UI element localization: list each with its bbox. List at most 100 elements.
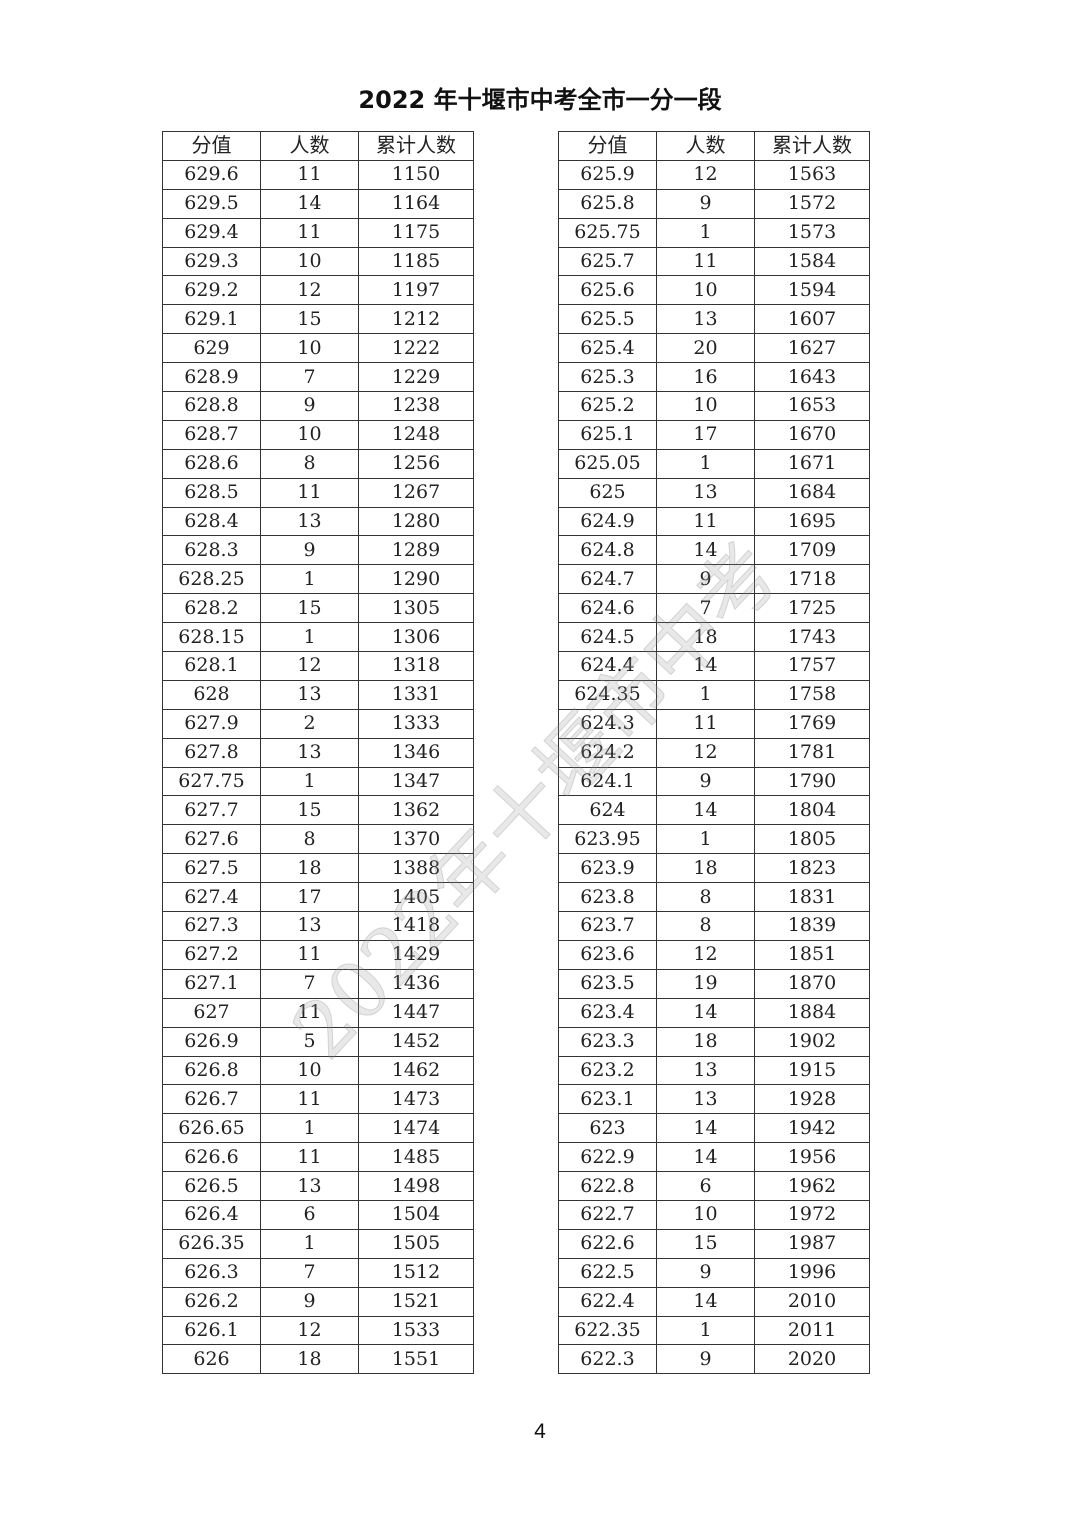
cell-score: 624.3 [558, 708, 657, 739]
cell-count: 15 [260, 795, 359, 826]
cell-cumulative: 1473 [358, 1084, 474, 1115]
table-row: 627.5 18 1388 [162, 853, 474, 884]
table-row: 623.4 14 1884 [558, 997, 870, 1028]
cell-count: 6 [260, 1199, 359, 1230]
table-row: 622.5 9 1996 [558, 1257, 870, 1288]
table-row: 626.5 13 1498 [162, 1171, 474, 1201]
cell-cumulative: 1942 [754, 1113, 870, 1144]
cell-score: 627.8 [162, 737, 261, 768]
cell-count: 1 [260, 622, 359, 653]
cell-count: 15 [260, 304, 359, 335]
cell-cumulative: 1452 [358, 1026, 474, 1057]
cell-score: 625.05 [558, 448, 657, 479]
cell-score: 626.35 [162, 1228, 261, 1259]
cell-count: 10 [260, 333, 359, 364]
table-row: 626.9 5 1452 [162, 1026, 474, 1057]
cell-score: 628.8 [162, 391, 261, 421]
cell-count: 8 [656, 882, 755, 913]
cell-count: 20 [656, 333, 755, 364]
cell-score: 625.8 [558, 188, 657, 219]
table-row: 628.5 11 1267 [162, 477, 474, 508]
cell-count: 7 [260, 362, 359, 393]
cell-cumulative: 1573 [754, 217, 870, 248]
table-row: 626.35 1 1505 [162, 1228, 474, 1259]
cell-cumulative: 1757 [754, 651, 870, 681]
cell-cumulative: 1533 [358, 1315, 474, 1346]
table-row: 623.7 8 1839 [558, 911, 870, 941]
cell-score: 622.35 [558, 1315, 657, 1346]
cell-count: 2 [260, 708, 359, 739]
table-row: 625.4 20 1627 [558, 333, 870, 364]
cell-score: 623.1 [558, 1084, 657, 1115]
cell-score: 628.15 [162, 622, 261, 653]
cell-count: 7 [260, 968, 359, 999]
table-row: 623 14 1942 [558, 1113, 870, 1144]
table-row: 626.7 11 1473 [162, 1084, 474, 1115]
cell-score: 628.4 [162, 506, 261, 537]
cell-score: 622.6 [558, 1228, 657, 1259]
cell-cumulative: 2010 [754, 1286, 870, 1317]
cell-count: 13 [260, 1171, 359, 1201]
header-score: 分值 [558, 131, 657, 161]
cell-count: 9 [656, 1344, 755, 1375]
cell-cumulative: 1289 [358, 535, 474, 566]
table-row: 625.6 10 1594 [558, 275, 870, 306]
cell-count: 11 [260, 159, 359, 190]
cell-score: 625.4 [558, 333, 657, 364]
cell-count: 7 [656, 593, 755, 624]
table-row: 627.2 11 1429 [162, 939, 474, 970]
cell-cumulative: 1643 [754, 362, 870, 393]
table-row: 622.9 14 1956 [558, 1142, 870, 1173]
table-header-row: 分值 人数 累计人数 [162, 131, 474, 161]
cell-cumulative: 1851 [754, 939, 870, 970]
cell-cumulative: 1222 [358, 333, 474, 364]
cell-cumulative: 1884 [754, 997, 870, 1028]
cell-score: 622.4 [558, 1286, 657, 1317]
cell-score: 628 [162, 679, 261, 710]
table-row: 626.65 1 1474 [162, 1113, 474, 1144]
cell-cumulative: 1804 [754, 795, 870, 826]
cell-cumulative: 1972 [754, 1199, 870, 1230]
table-row: 628.1 12 1318 [162, 651, 474, 681]
cell-cumulative: 1758 [754, 679, 870, 710]
cell-count: 6 [656, 1171, 755, 1201]
table-header-row: 分值 人数 累计人数 [558, 131, 870, 161]
cell-cumulative: 1831 [754, 882, 870, 913]
cell-score: 627 [162, 997, 261, 1028]
cell-cumulative: 1594 [754, 275, 870, 306]
cell-cumulative: 2011 [754, 1315, 870, 1346]
cell-cumulative: 1474 [358, 1113, 474, 1144]
cell-count: 11 [656, 708, 755, 739]
cell-count: 14 [656, 651, 755, 681]
table-row: 623.95 1 1805 [558, 824, 870, 855]
cell-score: 626.5 [162, 1171, 261, 1201]
table-row: 622.4 14 2010 [558, 1286, 870, 1317]
cell-score: 625.7 [558, 246, 657, 277]
cell-count: 13 [656, 1084, 755, 1115]
cell-score: 622.5 [558, 1257, 657, 1288]
table-row: 622.6 15 1987 [558, 1228, 870, 1259]
cell-score: 623.9 [558, 853, 657, 884]
cell-score: 624.4 [558, 651, 657, 681]
cell-cumulative: 1607 [754, 304, 870, 335]
cell-score: 623.7 [558, 911, 657, 941]
cell-count: 13 [656, 304, 755, 335]
cell-cumulative: 1653 [754, 391, 870, 421]
table-row: 626.3 7 1512 [162, 1257, 474, 1288]
cell-count: 11 [260, 997, 359, 1028]
table-row: 624.3 11 1769 [558, 708, 870, 739]
table-row: 624 14 1804 [558, 795, 870, 826]
cell-cumulative: 1388 [358, 853, 474, 884]
cell-score: 627.75 [162, 766, 261, 797]
cell-count: 14 [260, 188, 359, 219]
cell-cumulative: 1956 [754, 1142, 870, 1173]
cell-count: 15 [656, 1228, 755, 1259]
cell-cumulative: 1318 [358, 651, 474, 681]
cell-cumulative: 1902 [754, 1026, 870, 1057]
cell-count: 13 [260, 506, 359, 537]
cell-count: 10 [260, 419, 359, 450]
cell-count: 16 [656, 362, 755, 393]
cell-score: 625.6 [558, 275, 657, 306]
header-count: 人数 [260, 131, 359, 161]
cell-cumulative: 1362 [358, 795, 474, 826]
